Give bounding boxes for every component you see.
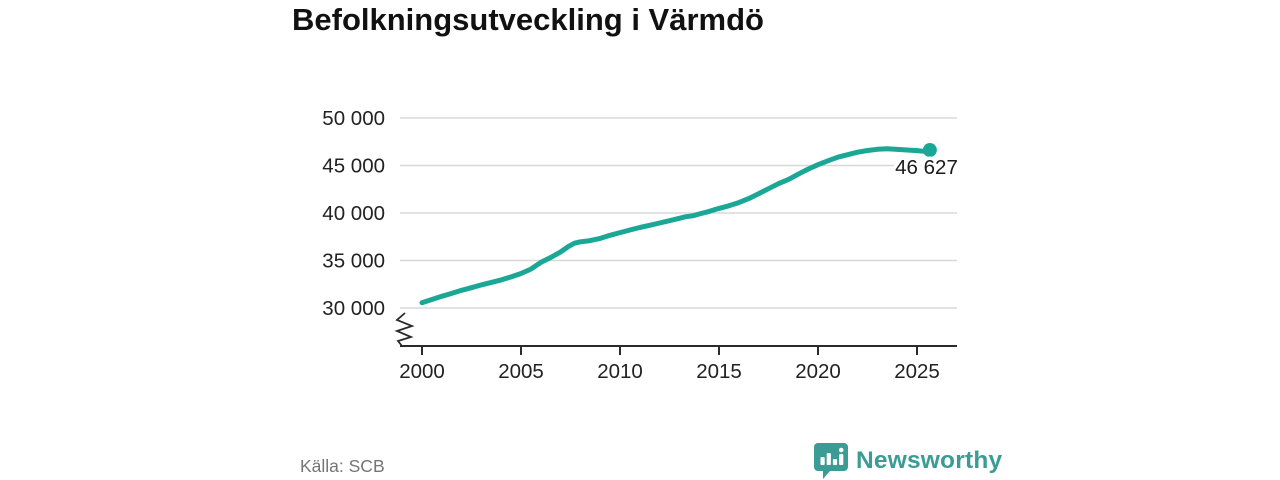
newsworthy-wordmark: Newsworthy	[856, 446, 1003, 474]
x-tick-label: 2025	[894, 360, 940, 383]
source-note: Källa: SCB	[300, 456, 385, 476]
axis-break-icon	[394, 312, 415, 347]
chart-title: Befolkningsutveckling i Värmdö	[292, 2, 764, 37]
latest-value-dot	[922, 143, 937, 158]
y-tick-label: 50 000	[322, 107, 385, 130]
bar-chart-speech-bubble-icon	[814, 443, 848, 479]
population-line-series	[419, 146, 933, 306]
x-tick-label: 2015	[696, 360, 742, 383]
y-tick-label: 30 000	[322, 297, 385, 320]
x-tick-label: 2020	[795, 360, 841, 383]
latest-value-label: 46 627	[895, 156, 958, 179]
y-tick-label: 40 000	[322, 202, 385, 225]
x-tick-label: 2000	[399, 360, 445, 383]
y-tick-label: 45 000	[322, 155, 385, 178]
y-tick-label: 35 000	[322, 250, 385, 273]
newsworthy-branding: Newsworthy	[813, 442, 1002, 479]
x-tick-label: 2005	[498, 360, 544, 383]
x-tick-label: 2010	[597, 360, 643, 383]
